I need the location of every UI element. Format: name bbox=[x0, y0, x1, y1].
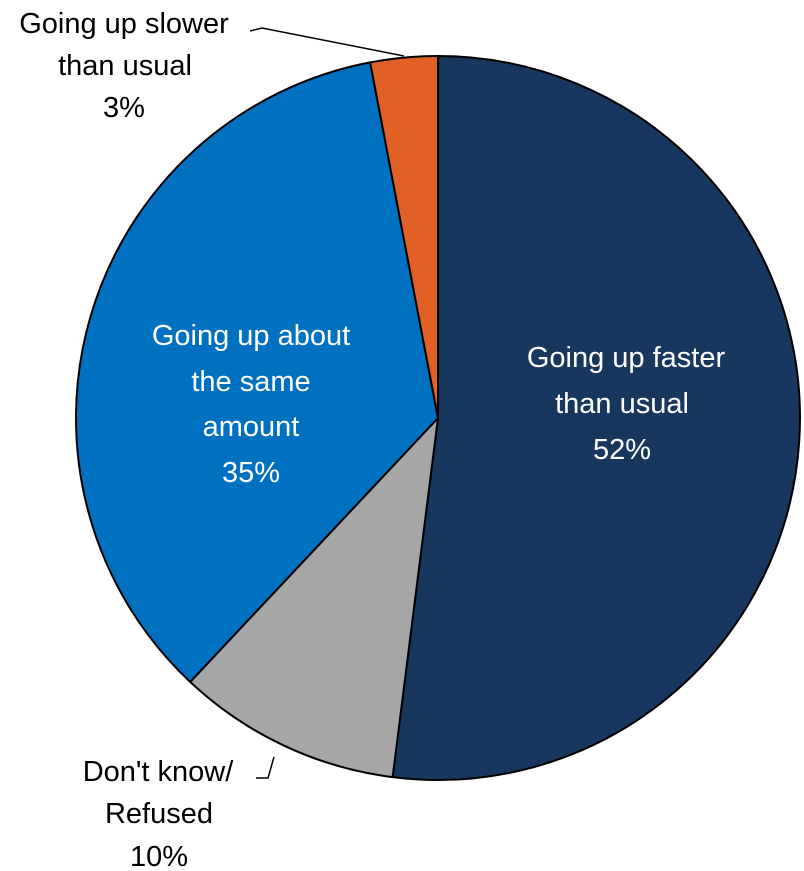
slice-label-slower-line-2: than usual bbox=[58, 50, 192, 82]
slice-faster bbox=[391, 55, 801, 781]
slice-label-faster-line-2: than usual bbox=[555, 388, 689, 420]
slice-label-same-line-3: amount bbox=[203, 411, 300, 443]
slice-label-slower-value: 3% bbox=[103, 92, 145, 124]
slice-label-dont-know: Don't know/ Refused 10% bbox=[83, 756, 235, 871]
slice-label-same-value: 35% bbox=[222, 457, 280, 489]
slice-label-faster: Going up faster than usual 52% bbox=[527, 342, 726, 466]
slice-dont-know bbox=[189, 417, 439, 779]
slice-slower bbox=[369, 55, 439, 419]
leader-line-slower bbox=[249, 27, 405, 57]
slice-label-slower-line-1: Going up slower bbox=[19, 8, 229, 40]
pie-slices bbox=[74, 55, 801, 781]
slice-label-dont-know-value: 10% bbox=[130, 841, 188, 871]
slice-label-faster-value: 52% bbox=[593, 434, 651, 466]
slice-label-dont-know-line-2: Refused bbox=[105, 798, 213, 830]
slice-label-faster-line-1: Going up faster bbox=[527, 342, 726, 374]
slice-label-same-line-1: Going up about bbox=[152, 320, 350, 352]
slice-label-dont-know-line-1: Don't know/ bbox=[83, 756, 235, 788]
slice-label-slower: Going up slower than usual 3% bbox=[19, 8, 229, 124]
slice-same bbox=[74, 61, 439, 683]
slice-label-same-line-2: the same bbox=[191, 366, 310, 398]
slice-label-same: Going up about the same amount 35% bbox=[152, 320, 350, 489]
leader-line-dont-know bbox=[256, 756, 275, 779]
